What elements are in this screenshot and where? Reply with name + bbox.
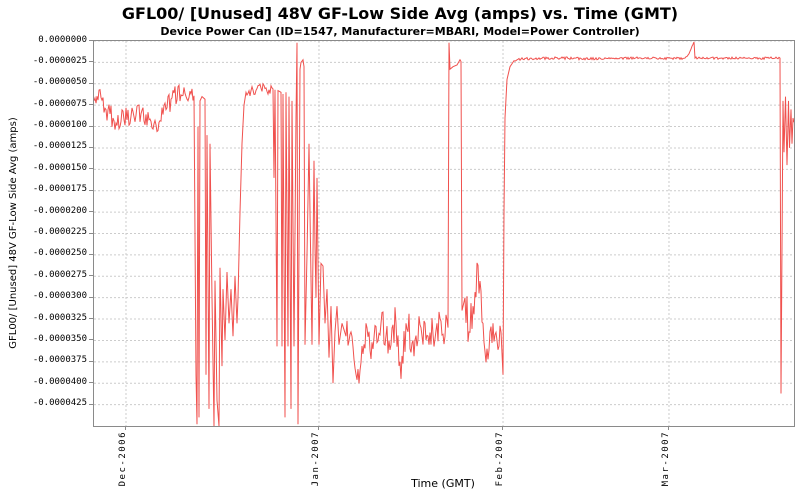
y-tick-mark [89,125,93,127]
y-tick-label: -0.0000050 [32,77,87,88]
y-tick-label: -0.0000375 [32,355,87,366]
y-tick-label: -0.0000275 [32,269,87,280]
x-tick-mark [502,426,503,430]
y-tick-label: -0.0000125 [32,141,87,152]
plot-area[interactable] [93,40,795,427]
series-line [94,41,794,426]
y-tick-label: -0.0000175 [32,184,87,195]
y-axis-title: GFL00/ [Unused] 48V GF-Low Side Avg (amp… [8,117,19,349]
chart-title: GFL00/ [Unused] 48V GF-Low Side Avg (amp… [121,4,679,23]
x-tick-mark [667,426,669,430]
y-tick-mark [89,296,93,298]
y-tick-mark [89,403,93,405]
y-tick-mark [89,382,93,384]
y-tick-label: 0.0000000 [38,34,87,45]
y-tick-label: -0.0000100 [32,120,87,131]
y-tick-mark [89,146,93,148]
y-tick-label: -0.0000400 [32,376,87,387]
series-canvas [94,41,794,426]
y-tick-mark [89,82,93,84]
y-tick-mark [89,40,93,41]
y-tick-mark [89,61,93,63]
y-tick-label: -0.0000350 [32,333,87,344]
y-tick-label: -0.0000025 [32,55,87,66]
y-tick-mark [89,318,93,320]
y-tick-label: -0.0000325 [32,312,87,323]
y-tick-label: -0.0000200 [32,205,87,216]
y-tick-label: -0.0000150 [32,162,87,173]
y-tick-mark [89,275,93,277]
y-tick-label: -0.0000300 [32,291,87,302]
y-tick-label: -0.0000425 [32,398,87,409]
y-tick-mark [89,232,93,234]
y-tick-mark [89,211,93,213]
y-tick-mark [89,189,93,191]
y-tick-label: -0.0000075 [32,98,87,109]
x-axis-title: Time (GMT) [411,477,475,490]
y-tick-mark [89,253,93,255]
y-tick-mark [89,168,93,170]
y-tick-mark [89,339,93,341]
x-tick-mark [317,426,319,430]
y-tick-label: -0.0000250 [32,248,87,259]
y-tick-mark [89,360,93,362]
y-tick-label: -0.0000225 [32,227,87,237]
y-tick-mark [89,104,93,106]
x-tick-mark [124,426,126,430]
chart-subtitle: Device Power Can (ID=1547, Manufacturer=… [160,25,640,38]
